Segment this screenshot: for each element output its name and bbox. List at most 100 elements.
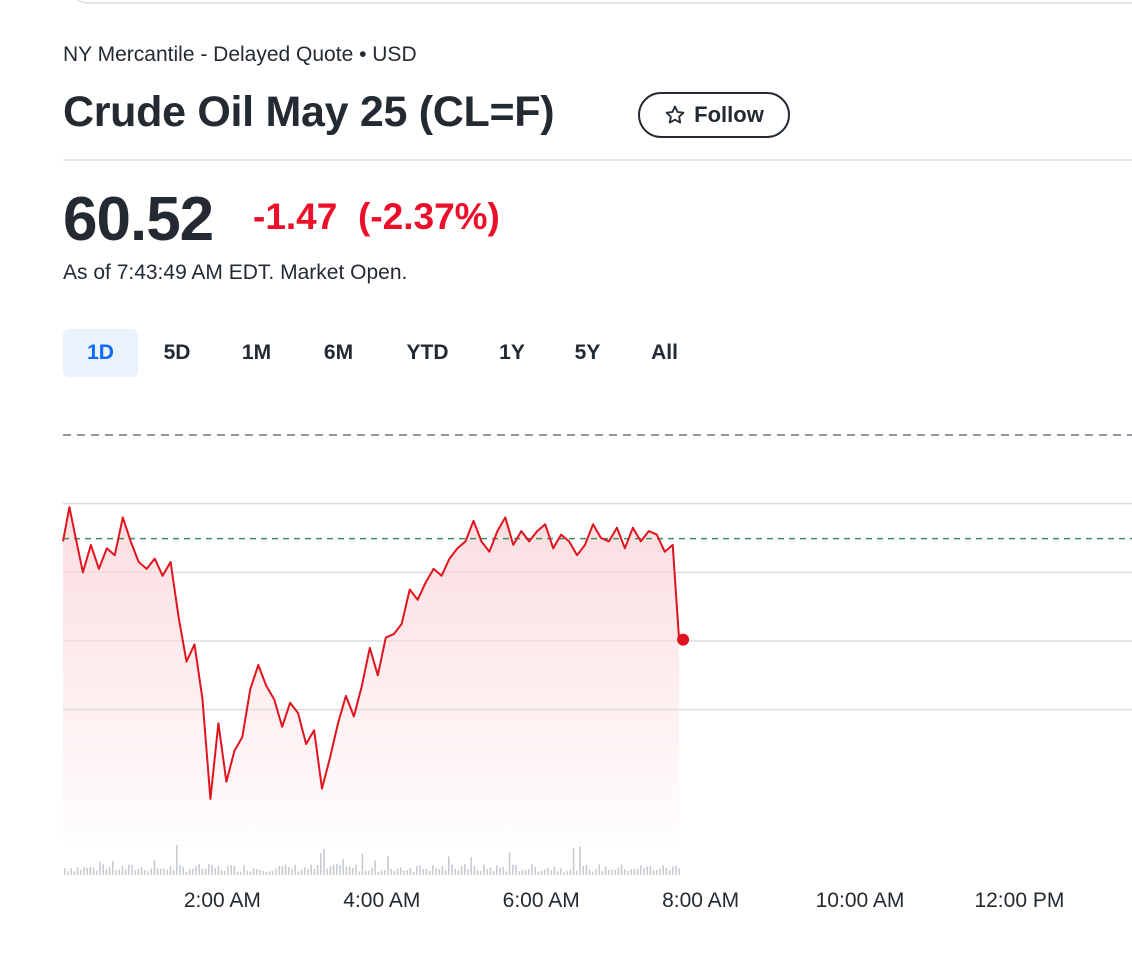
volume-bar — [188, 869, 191, 875]
volume-bar — [387, 856, 389, 875]
volume-bar — [163, 868, 165, 875]
volume-bar — [550, 870, 552, 875]
volume-bar — [528, 869, 530, 875]
volume-bar — [678, 868, 680, 875]
volume-bar — [476, 869, 479, 875]
volume-bar — [230, 865, 232, 875]
volume-bar — [310, 864, 312, 875]
volume-bar — [566, 871, 568, 875]
volume-bar — [444, 870, 447, 875]
range-tab-1y[interactable]: 1Y — [499, 341, 525, 364]
volume-bar — [70, 868, 72, 875]
volume-bar — [224, 870, 226, 875]
volume-bar — [508, 852, 511, 875]
volume-bar — [76, 867, 79, 875]
volume-bar — [537, 871, 540, 875]
volume-bar — [512, 864, 514, 875]
range-tab-6m[interactable]: 6M — [323, 341, 354, 364]
x-tick-label: 12:00 PM — [974, 889, 1064, 912]
volume-bar — [524, 870, 527, 875]
volume-bar — [595, 869, 597, 875]
volume-bar — [592, 871, 594, 875]
volume-bar — [534, 867, 536, 875]
volume-bar — [675, 866, 677, 875]
volume-bar — [563, 871, 565, 875]
volume-bar — [297, 871, 300, 875]
range-tabs: 1D 5D 1M 6M YTD 1Y 5Y All — [63, 329, 703, 377]
volume-bar — [124, 869, 127, 875]
volume-bar — [342, 859, 344, 875]
x-tick-label: 8:00 AM — [662, 889, 739, 912]
volume-bar — [486, 869, 488, 875]
volume-bar — [377, 871, 380, 875]
volume-bar — [496, 865, 498, 875]
volume-bar — [406, 869, 408, 875]
follow-button[interactable]: Follow — [638, 92, 790, 138]
volume-bar — [668, 870, 671, 875]
volume-bar — [601, 870, 604, 875]
range-tab-ytd[interactable]: YTD — [406, 341, 449, 364]
volume-bar — [547, 867, 549, 875]
volume-bar — [272, 871, 274, 875]
volume-bar — [492, 871, 495, 875]
volume-bar — [579, 846, 581, 875]
volume-bar — [83, 866, 85, 875]
volume-bar — [137, 868, 140, 875]
volume-bar — [96, 870, 98, 875]
volume-bar — [86, 868, 88, 875]
volume-bar — [105, 868, 108, 875]
volume-bar — [608, 870, 610, 875]
exchange-label: NY Mercantile - Delayed Quote • USD — [63, 43, 417, 66]
volume-bar — [636, 868, 639, 875]
volume-bar — [393, 870, 396, 875]
volume-bar — [236, 871, 239, 875]
price-chart[interactable]: 2:00 AM 4:00 AM 6:00 AM 8:00 AM 10:00 AM 12:0… — [0, 380, 1132, 940]
volume-bar — [659, 868, 661, 875]
volume-bar — [435, 867, 437, 875]
volume-bar — [617, 867, 620, 875]
volume-bar — [598, 864, 600, 875]
volume-bar — [92, 867, 95, 875]
volume-bar — [284, 864, 287, 875]
volume-bar — [384, 870, 386, 875]
volume-bar — [614, 869, 616, 875]
range-tab-all[interactable]: All — [651, 341, 678, 364]
volume-bar — [633, 869, 636, 875]
volume-bar — [441, 866, 444, 875]
volume-bar — [323, 848, 325, 875]
volume-bar — [480, 870, 482, 875]
volume-bar — [374, 860, 376, 875]
volume-bar — [502, 867, 504, 875]
header-divider — [63, 159, 1132, 161]
volume-bar — [521, 869, 524, 875]
volume-bar — [643, 867, 645, 875]
volume-bar — [569, 869, 572, 875]
volume-bar — [649, 866, 652, 875]
volume-bar — [291, 869, 293, 875]
volume-bar — [665, 868, 668, 875]
volume-bar — [195, 866, 197, 875]
volume-bar — [169, 866, 172, 875]
volume-bar — [358, 871, 360, 875]
quote-timestamp: As of 7:43:49 AM EDT. Market Open. — [63, 261, 408, 284]
volume-bar — [288, 866, 290, 875]
volume-bar — [448, 856, 450, 875]
range-tab-1m[interactable]: 1M — [241, 341, 272, 364]
volume-bar — [208, 864, 210, 875]
volume-bar — [140, 866, 143, 875]
volume-bar — [73, 871, 76, 875]
volume-bar — [419, 865, 421, 875]
volume-bar — [185, 871, 188, 875]
volume-bar — [505, 871, 508, 875]
volume-bar — [400, 867, 402, 875]
x-tick-label: 2:00 AM — [184, 889, 261, 912]
volume-bar — [102, 864, 104, 875]
range-tab-5d[interactable]: 5D — [163, 341, 191, 364]
volume-bar — [416, 866, 418, 875]
volume-bar — [585, 864, 588, 875]
volume-bar — [220, 869, 223, 875]
range-tab-1d[interactable]: 1D — [63, 329, 138, 377]
volume-bar — [611, 869, 613, 875]
range-tab-5y[interactable]: 5Y — [574, 341, 601, 364]
volume-bar — [451, 864, 453, 875]
